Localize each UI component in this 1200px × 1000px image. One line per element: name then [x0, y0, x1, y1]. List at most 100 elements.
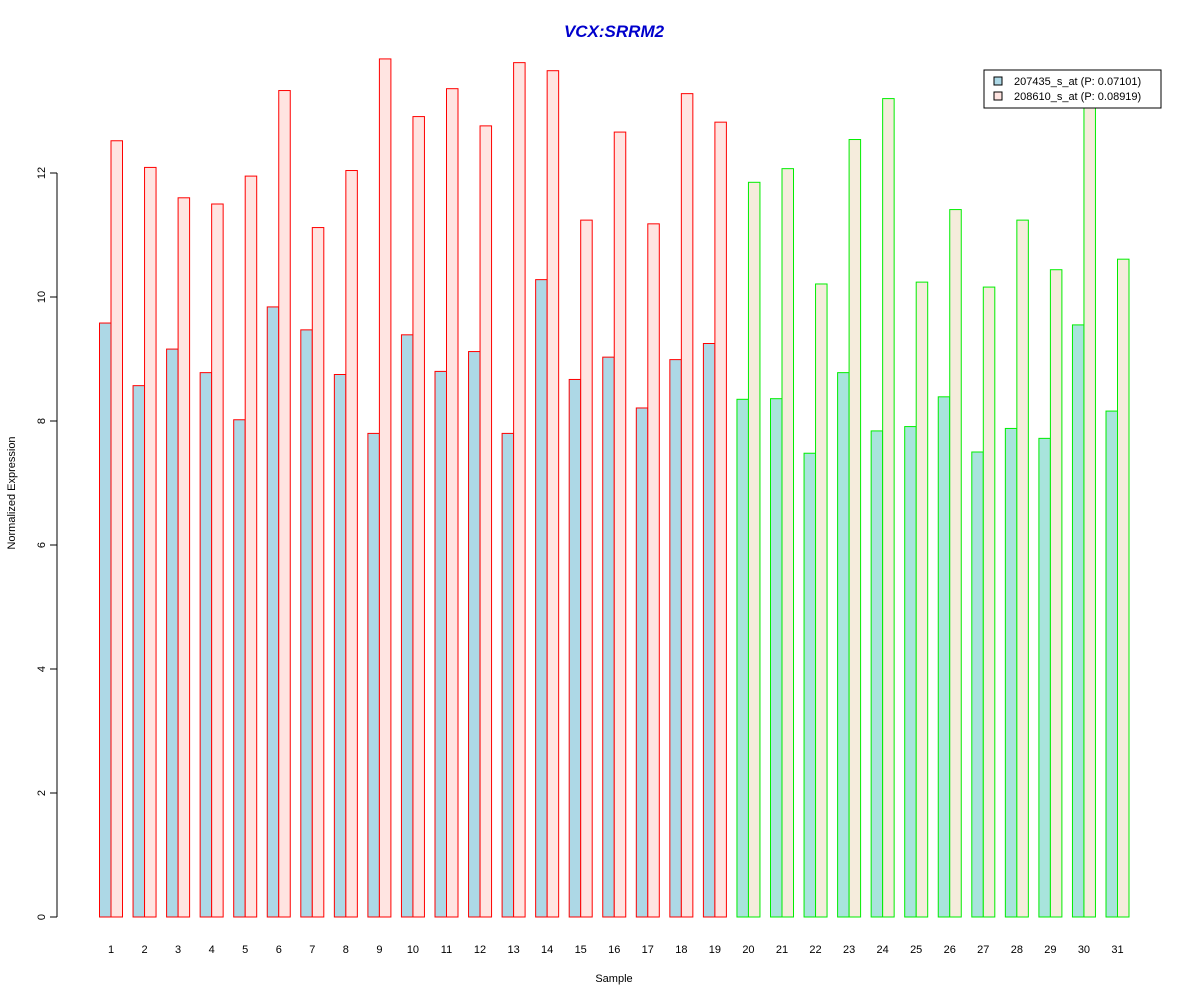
- x-tick-label: 16: [608, 944, 620, 956]
- bar-series-1-sample-11: [434, 370, 447, 918]
- x-tick-label: 12: [474, 944, 486, 956]
- bar-series-2-sample-13: [513, 62, 526, 918]
- bar-series-2-sample-15: [580, 219, 593, 918]
- x-tick-label: 28: [1011, 944, 1023, 956]
- bar-series-1-sample-15: [568, 378, 582, 918]
- bar-series-1-sample-7: [300, 329, 313, 918]
- x-tick-label: 13: [507, 944, 519, 956]
- bar-series-1-sample-30: [1071, 324, 1085, 918]
- bar-series-1-sample-10: [400, 334, 414, 918]
- bar-series-2-sample-31: [1117, 258, 1130, 918]
- x-tick-label: 1: [108, 944, 114, 956]
- bar-series-1-sample-2: [132, 385, 146, 918]
- bar-series-1-sample-28: [1004, 427, 1018, 918]
- x-tick-label: 19: [709, 944, 721, 956]
- bar-series-1-sample-9: [367, 432, 380, 918]
- bar-series-1-sample-4: [199, 372, 213, 918]
- bar-series-2-sample-6: [278, 90, 291, 918]
- x-tick-labels: 1 2 3 4 5 6 7 8 9 10 11 12 13 14 15 16 17 18 19 20 21 22 23 24 2…: [108, 944, 1124, 956]
- legend-box: [983, 69, 1162, 109]
- bar-series-1-sample-19: [702, 343, 716, 918]
- x-tick-label: 8: [343, 944, 349, 956]
- chart-title: VCX:SRRM2: [564, 22, 665, 41]
- x-tick-label: 9: [376, 944, 382, 956]
- bar-series-2-sample-23: [848, 139, 862, 918]
- bar-series-1-sample-26: [937, 396, 951, 918]
- x-tick-label: 2: [141, 944, 147, 956]
- bar-series-2-sample-26: [949, 209, 962, 918]
- bar-series-2-sample-24: [882, 98, 895, 918]
- x-tick-label: 7: [309, 944, 315, 956]
- x-tick-label: 26: [944, 944, 956, 956]
- x-tick-label: 29: [1044, 944, 1056, 956]
- bar-series-2-sample-19: [714, 121, 727, 918]
- y-axis: 0 2 4 6 8 10 12: [36, 167, 58, 920]
- x-tick-label: 22: [809, 944, 821, 956]
- bar-series-2-sample-11: [446, 88, 459, 918]
- x-tick-label: 30: [1078, 944, 1090, 956]
- y-tick-label: 6: [36, 542, 48, 548]
- y-tick-label: 12: [36, 167, 48, 179]
- bar-series-1-sample-12: [468, 351, 481, 918]
- bar-series-1-sample-6: [266, 306, 280, 918]
- bar-series-2-sample-16: [613, 131, 627, 918]
- bar-series-1-sample-29: [1038, 437, 1051, 918]
- x-tick-label: 14: [541, 944, 553, 956]
- x-tick-label: 15: [575, 944, 587, 956]
- bar-series-2-sample-2: [144, 166, 157, 918]
- y-tick-label: 2: [36, 790, 48, 796]
- y-tick-label: 4: [36, 666, 48, 672]
- x-tick-label: 17: [642, 944, 654, 956]
- bar-series-2-sample-25: [915, 281, 929, 918]
- bar-series-1-sample-20: [736, 398, 749, 918]
- x-tick-label: 4: [209, 944, 215, 956]
- bar-series-1-sample-18: [669, 359, 682, 918]
- x-axis-label: Sample: [595, 973, 632, 985]
- bar-series-2-sample-9: [378, 58, 392, 918]
- bar-series-2-sample-28: [1016, 219, 1029, 918]
- bar-series-2-sample-20: [747, 181, 761, 918]
- x-tick-label: 21: [776, 944, 788, 956]
- bar-series-2-sample-5: [244, 175, 258, 918]
- x-tick-label: 11: [441, 944, 452, 956]
- bar-series-1-sample-25: [904, 426, 917, 918]
- legend-swatch-2: [993, 91, 1003, 101]
- bar-series-2-sample-10: [412, 116, 425, 918]
- x-tick-label: 5: [242, 944, 248, 956]
- bar-series-2-sample-4: [211, 203, 224, 918]
- y-tick-label: 10: [36, 291, 48, 303]
- x-tick-label: 25: [910, 944, 922, 956]
- bar-series-1-sample-22: [803, 452, 817, 918]
- bar-series-1-sample-31: [1105, 410, 1118, 918]
- x-tick-label: 3: [175, 944, 181, 956]
- bar-series-1-sample-5: [233, 419, 246, 918]
- x-tick-label: 18: [675, 944, 687, 956]
- bar-series-2-sample-22: [815, 283, 828, 918]
- x-tick-label: 10: [407, 944, 419, 956]
- x-tick-label: 6: [276, 944, 282, 956]
- y-axis-label: Normalized Expression: [6, 436, 18, 549]
- x-tick-label: 24: [877, 944, 889, 956]
- bar-series-1-sample-23: [837, 372, 850, 918]
- bar-series-1-sample-13: [501, 432, 515, 918]
- bars-layer: [99, 58, 1130, 918]
- bar-series-1-sample-27: [971, 451, 984, 918]
- x-tick-label: 31: [1111, 944, 1123, 956]
- legend: 207435_s_at (P: 0.07101) 208610_s_at (P: …: [983, 69, 1162, 109]
- bar-series-1-sample-14: [535, 279, 548, 918]
- bar-series-1-sample-17: [635, 407, 649, 918]
- bar-series-1-sample-24: [870, 430, 884, 918]
- bar-series-1-sample-1: [99, 322, 112, 918]
- bar-series-2-sample-1: [110, 140, 123, 918]
- x-tick-label: 20: [742, 944, 754, 956]
- bar-series-2-sample-18: [680, 93, 694, 918]
- y-tick-label: 0: [36, 914, 48, 920]
- bar-series-2-sample-27: [982, 286, 996, 918]
- bar-series-1-sample-16: [602, 356, 615, 918]
- bar-series-2-sample-21: [781, 168, 794, 918]
- legend-label-1: 207435_s_at (P: 0.07101): [1014, 76, 1141, 88]
- bar-series-1-sample-8: [333, 374, 347, 918]
- x-tick-label: 27: [977, 944, 989, 956]
